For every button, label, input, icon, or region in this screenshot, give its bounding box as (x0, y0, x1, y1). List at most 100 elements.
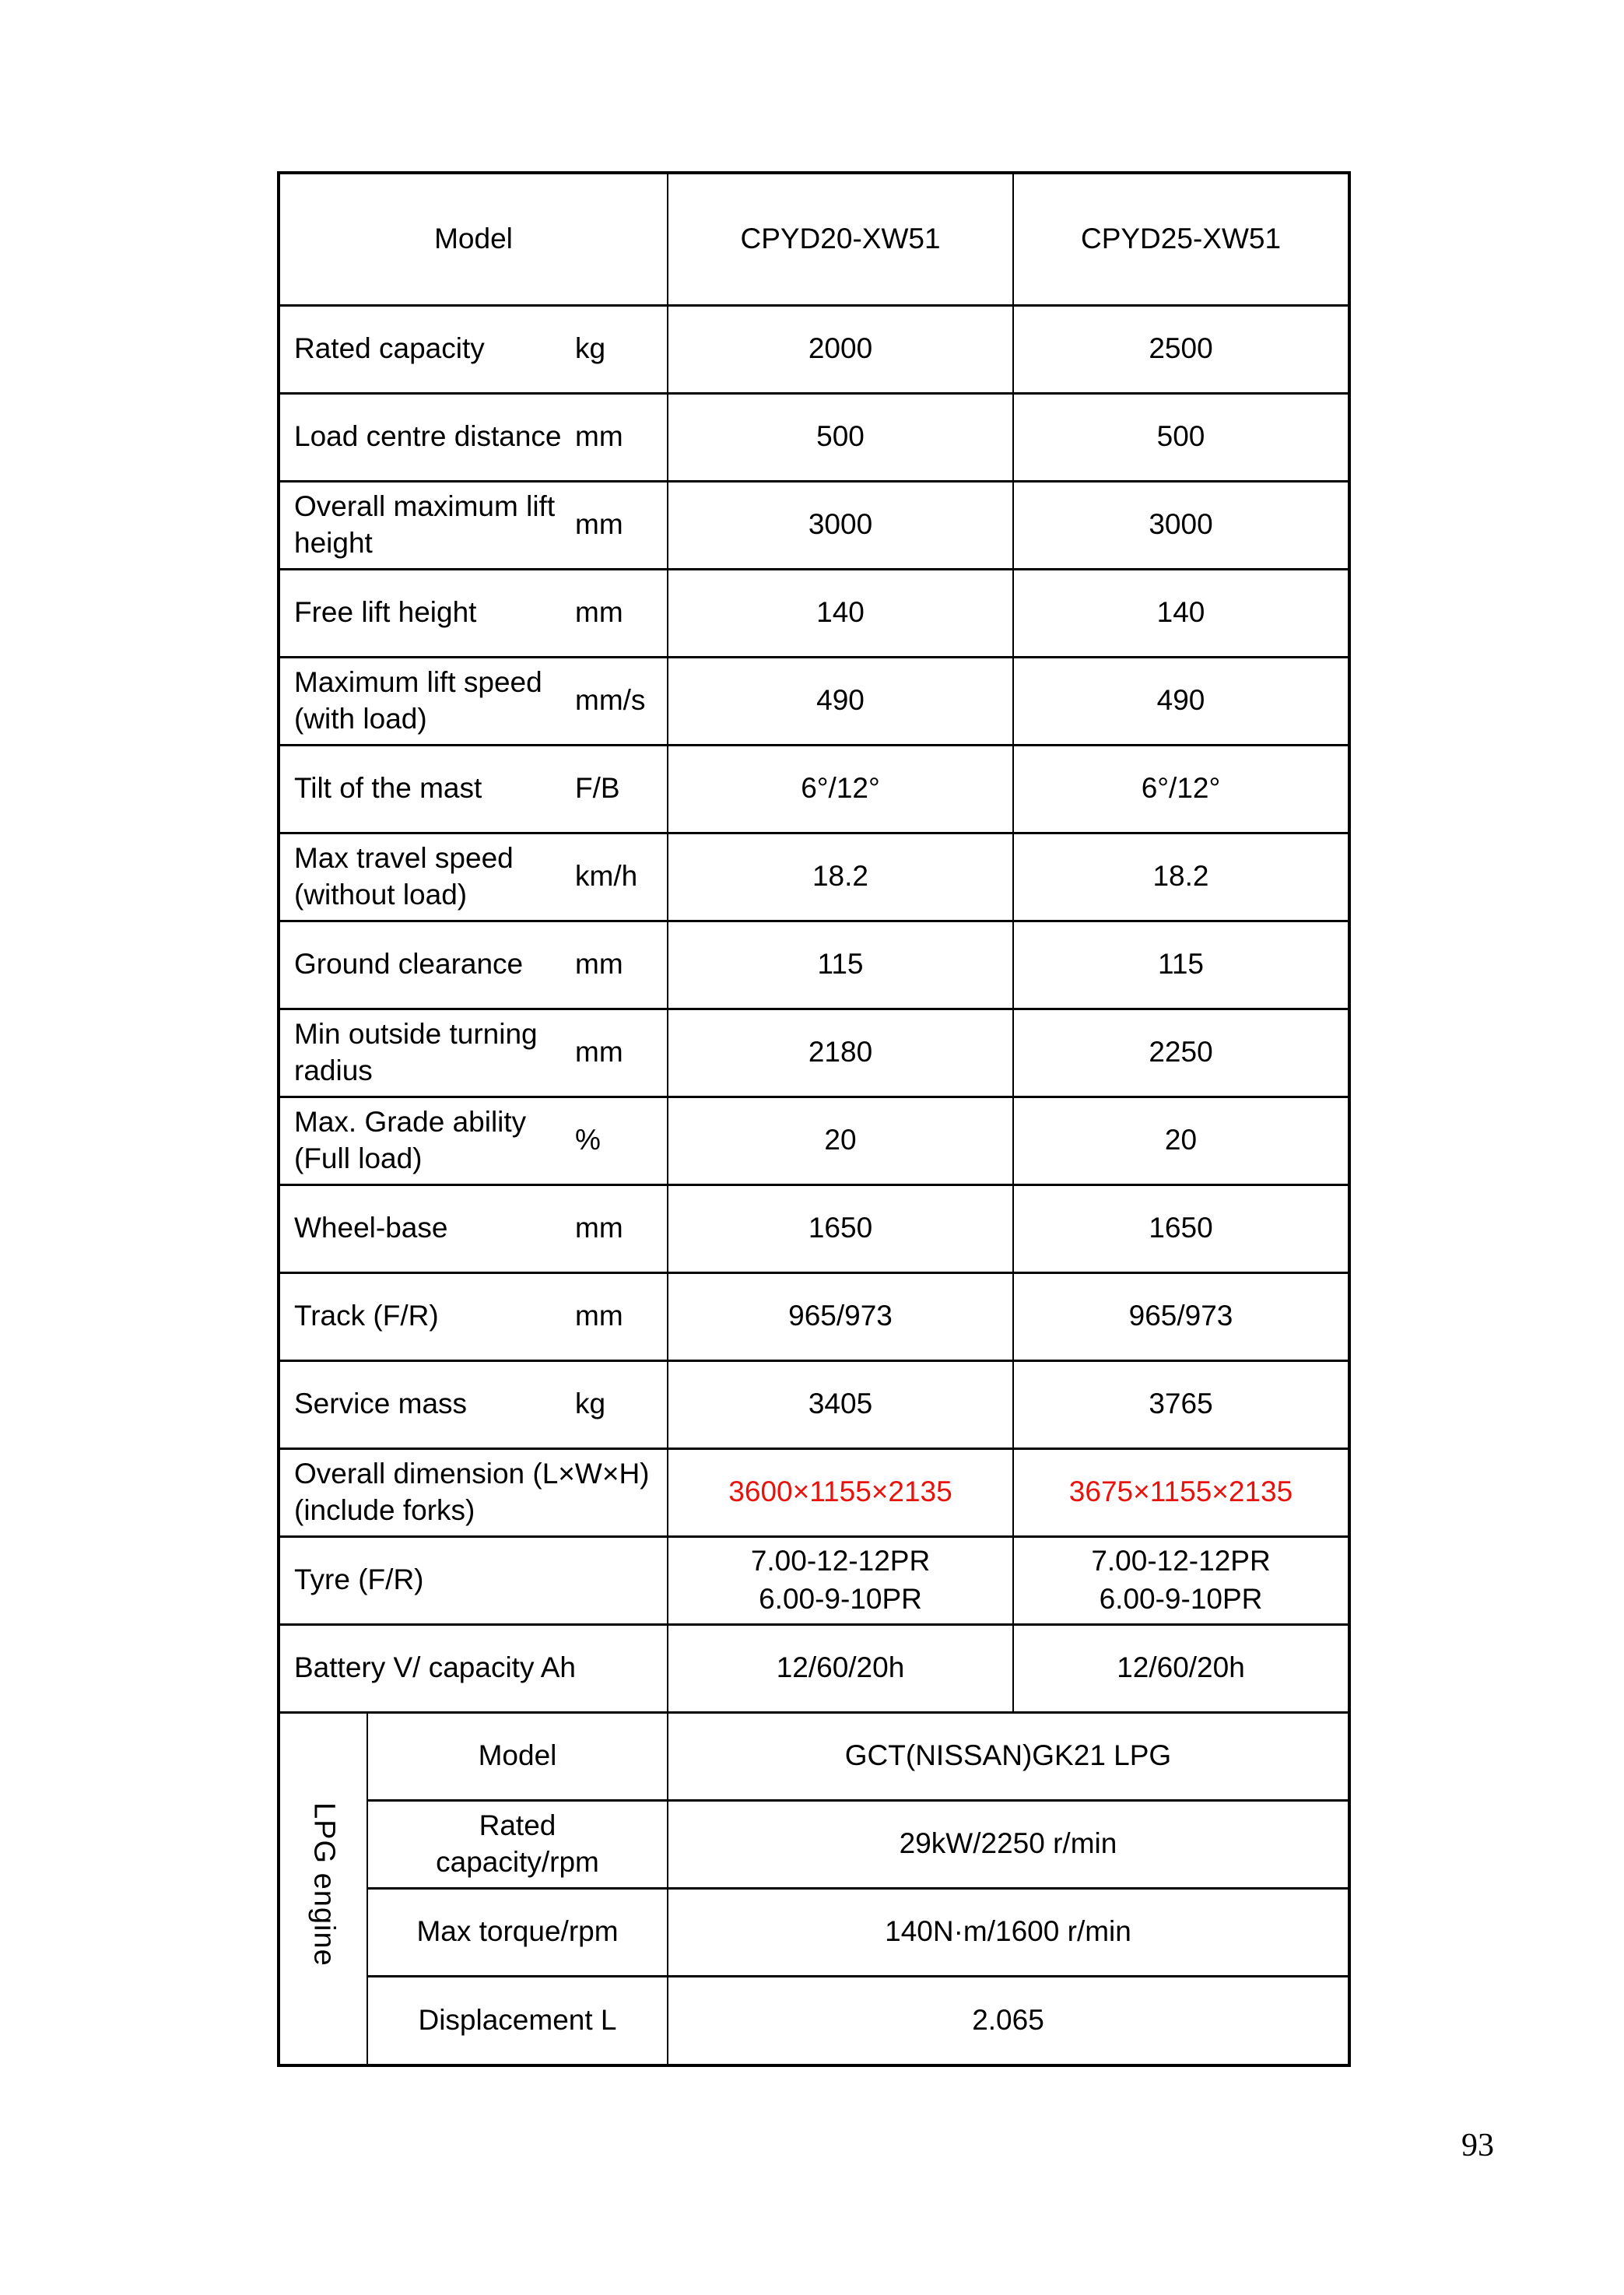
lpg-torque-label: Max torque/rpm (367, 1886, 668, 1977)
spec-value-col1: 6°/12° (667, 743, 1014, 834)
spec-label-cell: Battery V/ capacity Ah (278, 1623, 668, 1714)
lpg-displacement-value: 2.065 (667, 1974, 1350, 2067)
lpg-engine-group-label: LPG engine (307, 1802, 341, 1967)
overall-dimension-col2: 3675×1155×2135 (1012, 1447, 1350, 1538)
spec-value-col1: 500 (667, 391, 1014, 483)
table-row: Track (F/R) mm 965/973 965/973 (278, 1271, 1350, 1362)
spec-label-cell: Wheel-base mm (278, 1183, 668, 1274)
table-row: Free lift height mm 140 140 (278, 567, 1350, 658)
table-row-lpg-displacement: Displacement L 2.065 (279, 1974, 1350, 2067)
tyre-value-col2: 7.00-12-12PR 6.00-9-10PR (1012, 1535, 1350, 1626)
table-row: Max travel speed (without load) km/h 18.… (278, 831, 1350, 922)
spec-value-col1: 3000 (667, 479, 1014, 570)
tyre-front-spec: 7.00-12-12PR (1091, 1545, 1271, 1577)
spec-unit: mm/s (575, 684, 646, 717)
table-row-lpg-model: LPG engine Model GCT(NISSAN)GK21 LPG (278, 1711, 1350, 2067)
spec-label-cell: Overall maximum lift height mm (278, 479, 668, 570)
table-row: Overall maximum lift height mm 3000 3000 (278, 479, 1350, 570)
model-col1-header: CPYD20-XW51 (667, 171, 1014, 307)
spec-unit: mm (575, 948, 623, 981)
spec-value-col2: 500 (1012, 391, 1350, 483)
spec-label-cell: Service mass kg (278, 1359, 668, 1450)
tyre-rear-spec: 6.00-9-10PR (1099, 1582, 1263, 1615)
table-row: Ground clearance mm 115 115 (278, 919, 1350, 1010)
spec-unit: mm (575, 508, 623, 541)
table-row: Load centre distance mm 500 500 (278, 391, 1350, 483)
table-row-lpg-torque: Max torque/rpm 140N·m/1600 r/min (279, 1886, 1350, 1977)
spec-value-col2: 18.2 (1012, 831, 1350, 922)
spec-table: Model CPYD20-XW51 CPYD25-XW51 Rated capa… (277, 171, 1351, 2067)
model-header-cell: Model (278, 171, 668, 307)
table-row-lpg-rated: Rated capacity/rpm 29kW/2250 r/min (279, 1798, 1350, 1890)
spec-label-cell: Overall dimension (L×W×H)(include forks) (278, 1447, 668, 1538)
spec-unit: mm (575, 420, 623, 453)
spec-label: Rated capacity (294, 332, 485, 365)
battery-value-col2: 12/60/20h (1012, 1623, 1350, 1714)
spec-unit: km/h (575, 860, 638, 893)
spec-label-cell: Maximum lift speed (with load) mm/s (278, 655, 668, 746)
spec-label-cell: Track (F/R) mm (278, 1271, 668, 1362)
spec-label: Min outside turning radius (294, 1018, 538, 1086)
spec-value-col2: 6°/12° (1012, 743, 1350, 834)
spec-unit: F/B (575, 772, 620, 805)
spec-value-col2: 2500 (1012, 304, 1350, 395)
spec-value-col2: 490 (1012, 655, 1350, 746)
spec-unit: mm (575, 596, 623, 629)
spec-value-col1: 115 (667, 919, 1014, 1010)
spec-unit: mm (575, 1212, 623, 1244)
tyre-value-col1: 7.00-12-12PR 6.00-9-10PR (667, 1535, 1014, 1626)
header-row: Model CPYD20-XW51 CPYD25-XW51 (278, 171, 1350, 307)
table-row-tyre: Tyre (F/R) 7.00-12-12PR 6.00-9-10PR 7.00… (278, 1535, 1350, 1626)
table-row: Wheel-base mm 1650 1650 (278, 1183, 1350, 1274)
spec-label: Maximum lift speed (with load) (294, 666, 542, 735)
spec-value-col1: 18.2 (667, 831, 1014, 922)
spec-label: Overall dimension (L×W×H)(include forks) (294, 1458, 650, 1526)
lpg-displacement-label: Displacement L (367, 1974, 668, 2067)
spec-unit: mm (575, 1036, 623, 1069)
spec-unit: mm (575, 1300, 623, 1332)
table-row: Service mass kg 3405 3765 (278, 1359, 1350, 1450)
lpg-torque-value: 140N·m/1600 r/min (667, 1886, 1350, 1977)
spec-value-col2: 3000 (1012, 479, 1350, 570)
spec-value-col1: 2000 (667, 304, 1014, 395)
spec-label: Wheel-base (294, 1212, 448, 1244)
table-row: Tilt of the mast F/B 6°/12° 6°/12° (278, 743, 1350, 834)
spec-label: Ground clearance (294, 948, 524, 981)
spec-value-col2: 115 (1012, 919, 1350, 1010)
spec-label-cell: Rated capacity kg (278, 304, 668, 395)
battery-value-col1: 12/60/20h (667, 1623, 1014, 1714)
spec-value-col2: 20 (1012, 1095, 1350, 1186)
spec-label: Max. Grade ability (Full load) (294, 1106, 527, 1174)
table-row: Maximum lift speed (with load) mm/s 490 … (278, 655, 1350, 746)
spec-unit: kg (575, 332, 606, 365)
table-row: Max. Grade ability (Full load) % 20 20 (278, 1095, 1350, 1186)
table-row-overall-dimension: Overall dimension (L×W×H)(include forks)… (278, 1447, 1350, 1538)
spec-value-col1: 20 (667, 1095, 1014, 1186)
tyre-rear-spec: 6.00-9-10PR (759, 1582, 922, 1615)
table-row: Rated capacity kg 2000 2500 (278, 304, 1350, 395)
spec-label-cell: Max. Grade ability (Full load) % (278, 1095, 668, 1186)
spec-label: Free lift height (294, 596, 477, 629)
spec-label-cell: Load centre distance mm (278, 391, 668, 483)
spec-value-col1: 2180 (667, 1007, 1014, 1098)
model-col2-header: CPYD25-XW51 (1012, 171, 1350, 307)
lpg-model-value: GCT(NISSAN)GK21 LPG (667, 1711, 1350, 1802)
spec-label: Track (F/R) (294, 1300, 439, 1332)
spec-label-cell: Tyre (F/R) (278, 1535, 668, 1626)
page-number: 93 (1461, 2128, 1494, 2163)
spec-label-cell: Free lift height mm (278, 567, 668, 658)
lpg-rated-value: 29kW/2250 r/min (667, 1798, 1350, 1890)
spec-label: Battery V/ capacity Ah (294, 1651, 576, 1684)
spec-value-col2: 965/973 (1012, 1271, 1350, 1362)
spec-value-col1: 140 (667, 567, 1014, 658)
spec-label: Service mass (294, 1388, 468, 1420)
spec-value-col1: 490 (667, 655, 1014, 746)
table-row: Min outside turning radius mm 2180 2250 (278, 1007, 1350, 1098)
spec-label-cell: Tilt of the mast F/B (278, 743, 668, 834)
spec-value-col2: 3765 (1012, 1359, 1350, 1450)
spec-value-col2: 140 (1012, 567, 1350, 658)
spec-label: Tyre (F/R) (294, 1563, 424, 1596)
spec-label: Load centre distance (294, 420, 562, 453)
spec-value-col1: 965/973 (667, 1271, 1014, 1362)
